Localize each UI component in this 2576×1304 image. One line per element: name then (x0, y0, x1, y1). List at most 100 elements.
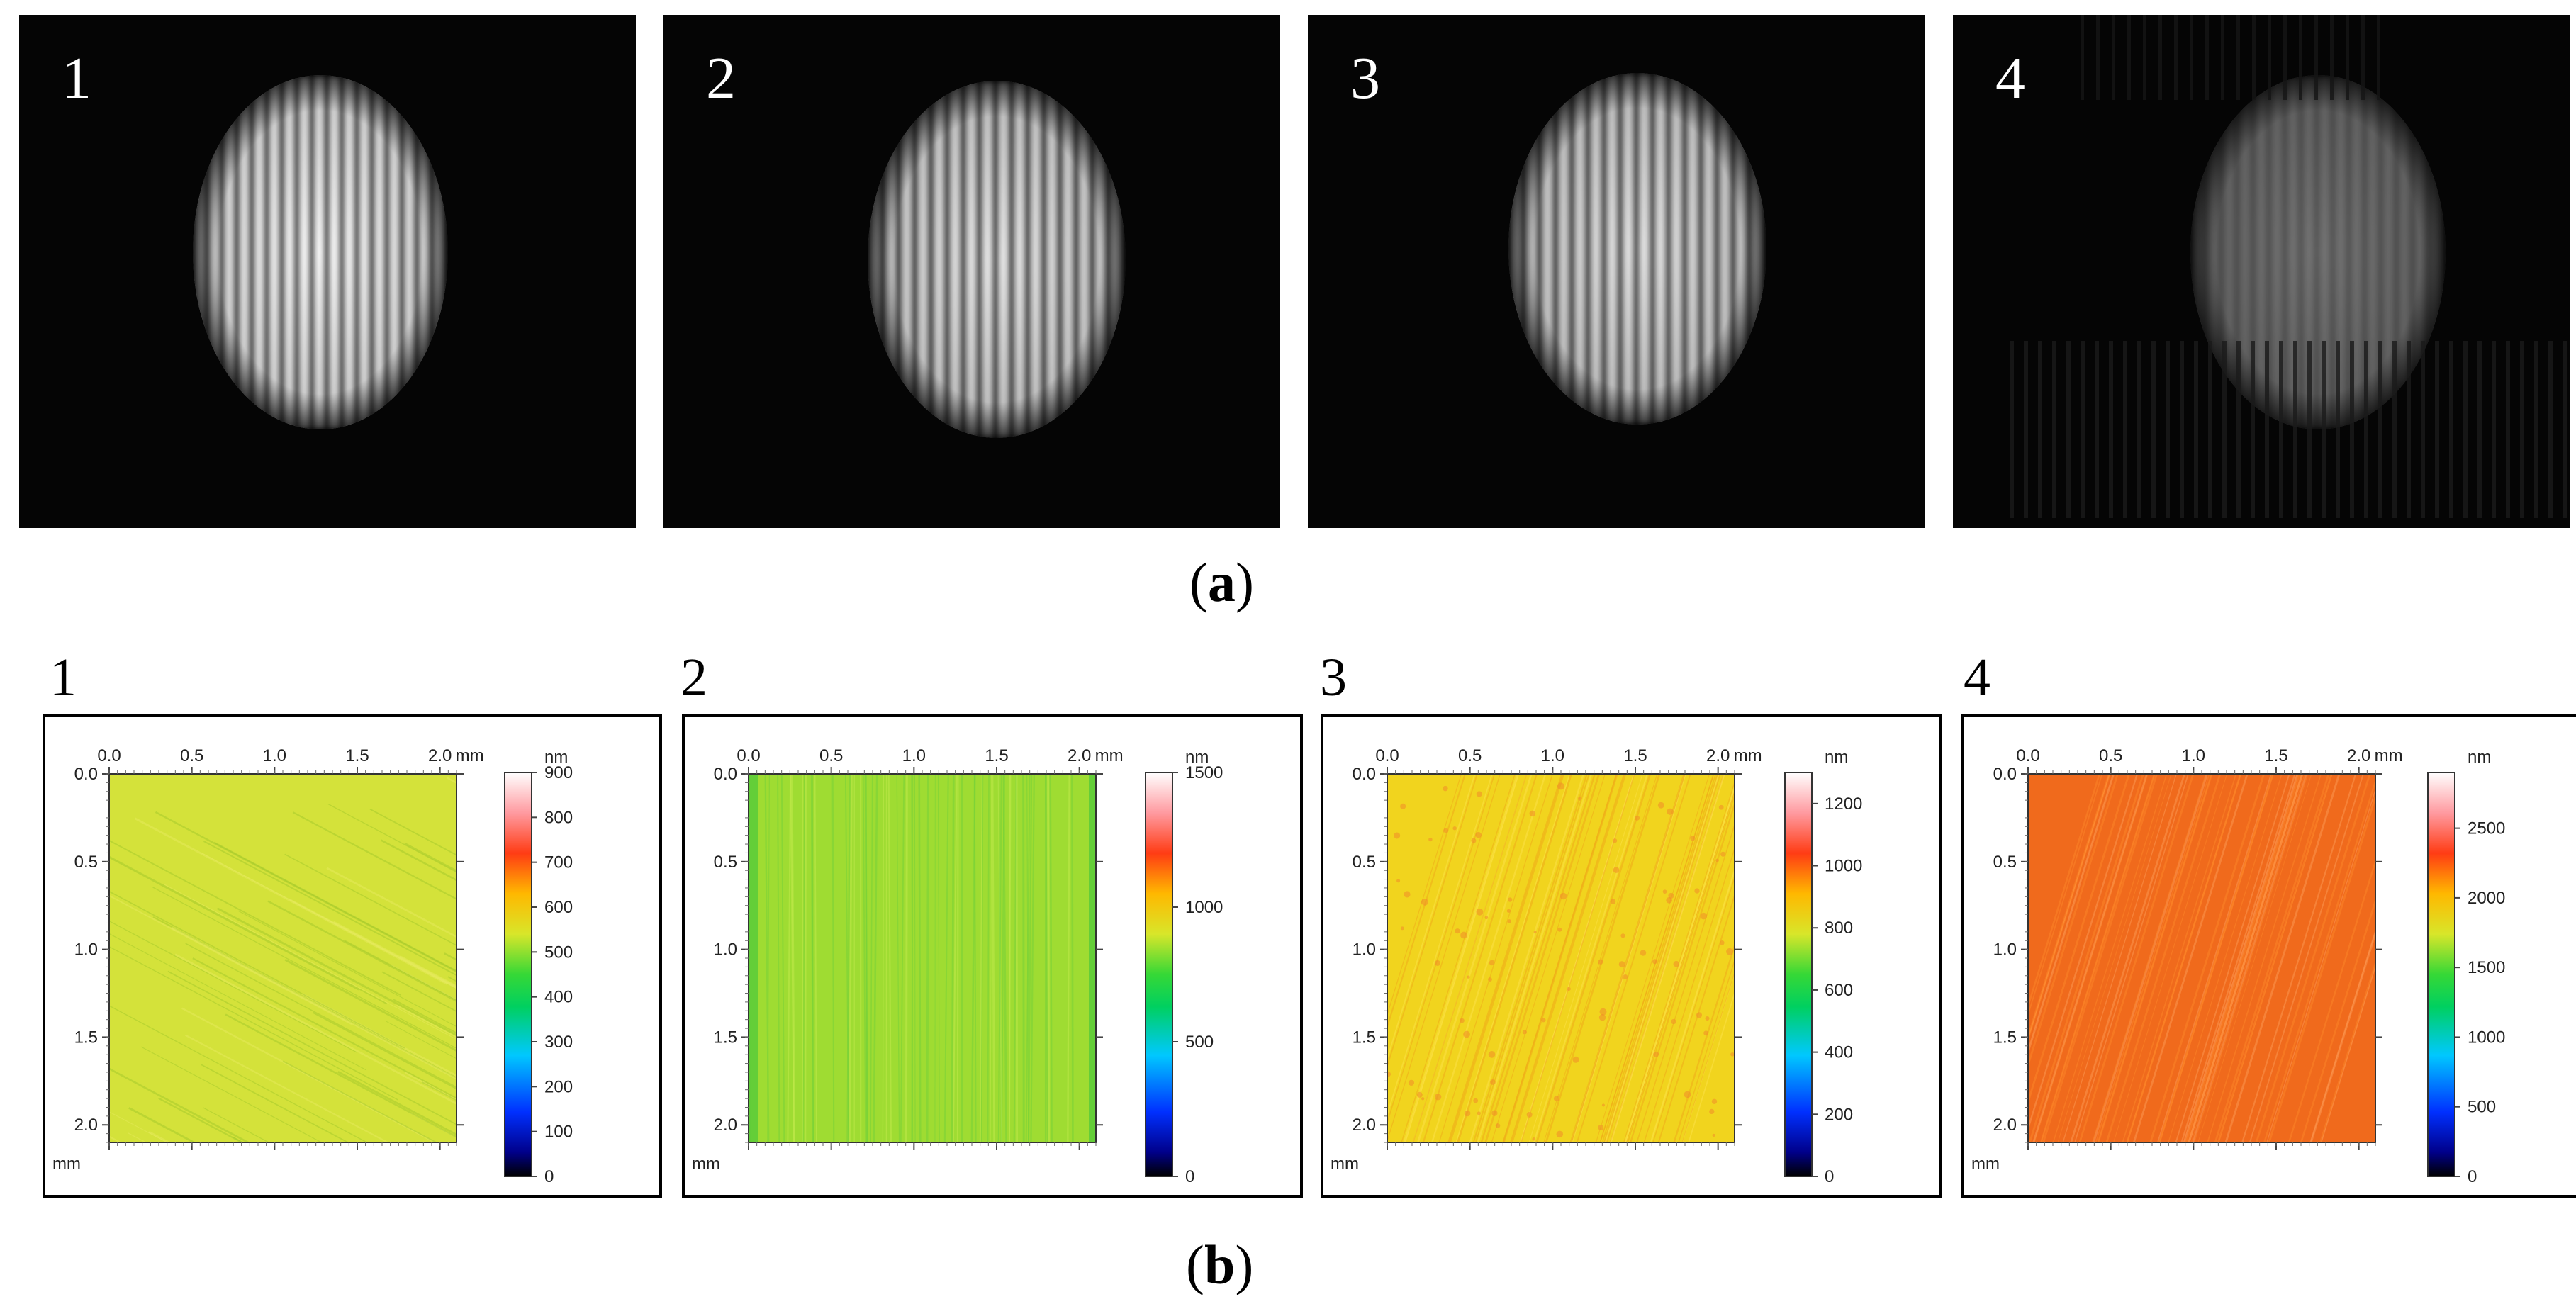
y-unit-label: mm (692, 1154, 720, 1174)
colorbar-tick-label: 600 (1825, 981, 1853, 1000)
colorbar-tick-label: 500 (2468, 1098, 2496, 1117)
x-tick-label: 1.5 (345, 746, 369, 765)
colorbar-tick-label: 700 (544, 853, 573, 872)
caption-b-open: ( (1186, 1234, 1204, 1295)
fringe-image-1: 1 (19, 15, 636, 528)
profile-label-3: 3 (1320, 648, 1347, 707)
surface-map-3 (1387, 773, 1735, 1143)
fringe-image-2: 2 (663, 15, 1280, 528)
surface-texture (109, 777, 457, 1142)
x-tick-label: 0.0 (97, 746, 121, 765)
x-tick-label: 2.0 (1068, 746, 1091, 765)
x-unit-label: mm (2375, 746, 2403, 765)
x-tick-label: 2.0 (428, 746, 452, 765)
surface-texture (1387, 774, 1735, 1142)
colorbar-3: 0 200 400 600 800 1000 1200 nm (1784, 748, 1862, 1186)
colorbar-tick-label: 200 (544, 1077, 573, 1096)
colorbar-tick-label: 2500 (2468, 819, 2505, 838)
x-tick-label: 1.5 (2264, 746, 2287, 765)
x-tick-label: 1.0 (1541, 746, 1564, 765)
surface-fill (749, 774, 1096, 1142)
colorbar-tick-label: 0 (1825, 1167, 1834, 1186)
x-tick-label: 0.5 (1458, 746, 1482, 765)
y-unit-label: mm (52, 1154, 81, 1174)
surface-texture (2028, 774, 2375, 1142)
caption-a-letter: a (1207, 551, 1236, 613)
colorbar-tick-label: 900 (544, 763, 573, 782)
x-tick-label: 1.5 (1623, 746, 1647, 765)
y-tick-label: 0.5 (74, 853, 98, 872)
fringe-image-3: 3 (1308, 15, 1925, 528)
surface-texture (749, 774, 1096, 1142)
x-tick-label: 1.0 (902, 746, 926, 765)
colorbar-gradient (2427, 772, 2455, 1177)
axes-1: 0.0 0.5 1.0 1.5 2.0 mm0.00.51.01.52.0mm (52, 746, 484, 1174)
surface-map-2 (748, 773, 1097, 1143)
profile-svg-2: 0.0 0.5 1.0 1.5 2.0 mm0.00.51.01.52.0mm050010… (692, 746, 1223, 1186)
fringe-image-4: 4 (1953, 15, 2570, 528)
profile-map-4: 0.0 0.5 1.0 1.5 2.0 mm 0.0 0.5 1.0 1.5 2.0 mm 0 500 10… (1961, 714, 2576, 1198)
colorbar-gradient (504, 772, 532, 1177)
profile-label-2: 2 (681, 648, 707, 707)
profile-map-2: 0.0 0.5 1.0 1.5 2.0 mm 0.0 0.5 1.0 1.5 2.0 mm 0 500 10… (682, 714, 1303, 1198)
colorbar-tick-label: 1000 (1185, 898, 1223, 917)
surface-map-4 (2027, 773, 2376, 1143)
y-tick-label: 0.5 (1993, 853, 2017, 872)
colorbar-tick-label: 800 (544, 808, 573, 827)
axes-3: 0.0 0.5 1.0 1.5 2.0 mm0.00.51.01.52.0mm (1331, 746, 1762, 1174)
axes-4: 0.0 0.5 1.0 1.5 2.0 mm 0.0 0.5 1.0 1.5 2.0 mm (1971, 746, 2403, 1174)
colorbar-tick-label: 400 (544, 988, 573, 1007)
colorbar-gradient (1784, 772, 1813, 1177)
y-tick-label: 2.0 (714, 1115, 737, 1135)
x-tick-label: 0.0 (2016, 746, 2039, 765)
x-tick-label: 2.0 (2347, 746, 2370, 765)
colorbar-unit-label: nm (544, 748, 568, 767)
x-tick-label: 1.0 (2182, 746, 2205, 765)
colorbar-tick-label: 500 (544, 943, 573, 962)
x-unit-label: mm (1095, 746, 1124, 765)
colorbar-tick-label: 1200 (1825, 794, 1862, 814)
profile-svg-1: 0.0 0.5 1.0 1.5 2.0 mm0.00.51.01.52.0mm010020… (52, 746, 573, 1186)
x-tick-label: 2.0 (1706, 746, 1730, 765)
profile-label-4: 4 (1964, 648, 1990, 707)
y-tick-label: 2.0 (74, 1115, 98, 1135)
y-tick-label: 1.0 (1353, 940, 1376, 960)
y-tick-label: 2.0 (1353, 1115, 1376, 1135)
colorbar-4: 0 500 1000 1500 2000 2500 nm (2427, 748, 2505, 1186)
y-tick-label: 1.5 (74, 1028, 98, 1047)
surface-fill (1387, 774, 1735, 1142)
y-tick-label: 1.5 (714, 1028, 737, 1047)
y-tick-label: 1.0 (714, 940, 737, 960)
y-tick-label: 1.5 (1993, 1028, 2017, 1047)
profile-label-1: 1 (50, 648, 77, 707)
fringe-svg-3 (1508, 73, 1766, 425)
colorbar-tick-label: 1000 (1825, 857, 1862, 876)
colorbar-tick-label: 0 (544, 1167, 554, 1186)
colorbar-tick-label: 1500 (2468, 958, 2505, 977)
y-tick-label: 1.0 (1993, 940, 2017, 960)
y-tick-label: 0.0 (1993, 765, 2017, 784)
colorbar-unit-label: nm (2468, 748, 2491, 767)
colorbar-tick-label: 0 (1185, 1167, 1194, 1186)
colorbar-gradient (1145, 772, 1173, 1177)
y-unit-label: mm (1331, 1154, 1359, 1174)
colorbar-tick-label: 300 (544, 1033, 573, 1052)
surface-fill (109, 774, 457, 1142)
x-tick-label: 1.0 (263, 746, 286, 765)
axes-2: 0.0 0.5 1.0 1.5 2.0 mm0.00.51.01.52.0mm (692, 746, 1124, 1174)
fringe-svg-4 (2010, 15, 2567, 518)
y-unit-label: mm (1971, 1154, 2000, 1174)
colorbar-tick-label: 800 (1825, 918, 1853, 938)
y-tick-label: 1.0 (74, 940, 98, 960)
caption-b: (b) (1186, 1237, 1253, 1293)
caption-b-close: ) (1235, 1234, 1254, 1295)
colorbar-tick-label: 1500 (1185, 763, 1223, 782)
fringe-label-2: 2 (706, 45, 736, 111)
colorbar-tick-label: 1000 (2468, 1028, 2505, 1047)
x-unit-label: mm (1734, 746, 1762, 765)
caption-a-open: ( (1189, 551, 1208, 613)
x-tick-label: 0.5 (180, 746, 203, 765)
profile-map-1: 0.0 0.5 1.0 1.5 2.0 mm 0.0 0.5 1.0 1.5 2.0 mm 0 100 20… (43, 714, 662, 1198)
